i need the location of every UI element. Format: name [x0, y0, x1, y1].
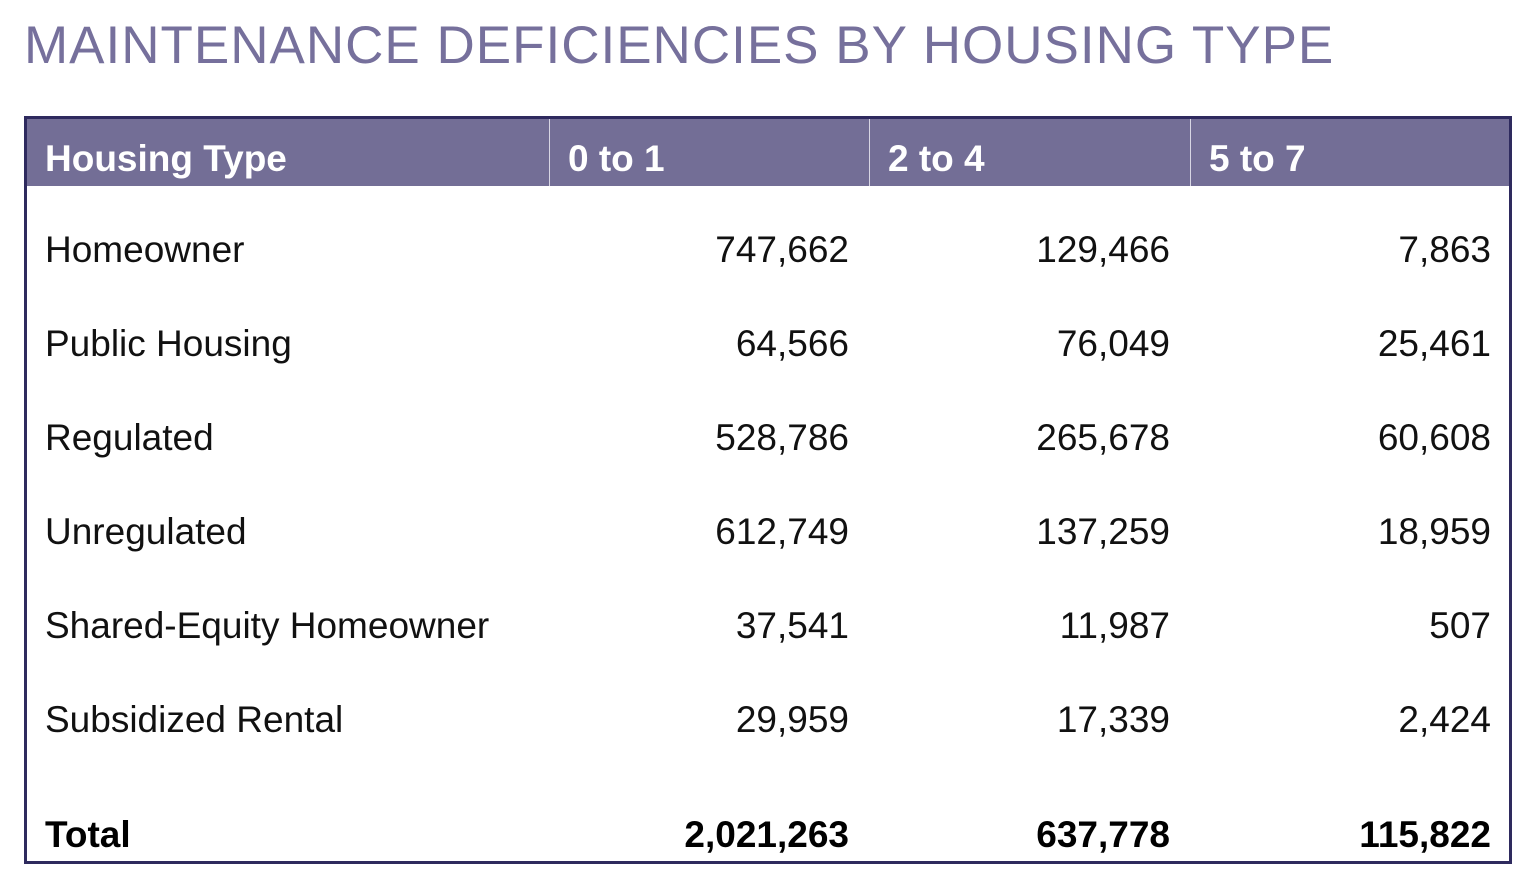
table-cell: 18,959 [1377, 511, 1491, 552]
table-cell: 17,339 [1056, 699, 1170, 740]
table-cell: 129,466 [1036, 229, 1170, 270]
row-label: Subsidized Rental [45, 699, 344, 740]
row-label: Shared-Equity Homeowner [45, 605, 490, 646]
table-cell: 60,608 [1377, 417, 1491, 458]
row-label: Unregulated [45, 511, 247, 552]
table-cell: 2,424 [1398, 699, 1491, 740]
table-row: Subsidized Rental 29,959 17,339 2,424 [27, 673, 1509, 767]
table-row: Shared-Equity Homeowner 37,541 11,987 507 [27, 579, 1509, 673]
table-cell: 137,259 [1036, 511, 1170, 552]
total-row: Total 2,021,263 637,778 115,822 [27, 788, 1509, 882]
table-row: Homeowner 747,662 129,466 7,863 [27, 203, 1509, 297]
row-label: Regulated [45, 417, 214, 458]
table-cell: 507 [1429, 605, 1491, 646]
data-table: Housing Type 0 to 1 2 to 4 5 to 7 Homeow… [24, 116, 1512, 864]
table-header: Housing Type 0 to 1 2 to 4 5 to 7 [27, 119, 1509, 186]
column-header-2-to-4: 2 to 4 [869, 119, 1190, 186]
table-cell: 528,786 [715, 417, 849, 458]
table-cell: 612,749 [715, 511, 849, 552]
total-label: Total [45, 814, 131, 855]
row-label: Homeowner [45, 229, 245, 270]
table-cell: 37,541 [735, 605, 849, 646]
table-cell: 29,959 [735, 699, 849, 740]
table-cell: 64,566 [735, 323, 849, 364]
table-cell: 25,461 [1377, 323, 1491, 364]
table-cell: 76,049 [1056, 323, 1170, 364]
table-cell: 265,678 [1036, 417, 1170, 458]
table-row: Unregulated 612,749 137,259 18,959 [27, 485, 1509, 579]
table-row: Public Housing 64,566 76,049 25,461 [27, 297, 1509, 391]
row-label: Public Housing [45, 323, 292, 364]
table-cell: 7,863 [1398, 229, 1491, 270]
column-header-housing-type: Housing Type [45, 138, 287, 179]
total-cell: 637,778 [1036, 814, 1170, 855]
table-cell: 11,987 [1059, 605, 1170, 646]
total-cell: 2,021,263 [684, 814, 849, 855]
page-title: MAINTENANCE DEFICIENCIES BY HOUSING TYPE [24, 16, 1335, 75]
column-header-0-to-1: 0 to 1 [549, 119, 869, 186]
column-header-5-to-7: 5 to 7 [1190, 119, 1509, 186]
table-row: Regulated 528,786 265,678 60,608 [27, 391, 1509, 485]
total-cell: 115,822 [1359, 814, 1491, 855]
table-cell: 747,662 [715, 229, 849, 270]
